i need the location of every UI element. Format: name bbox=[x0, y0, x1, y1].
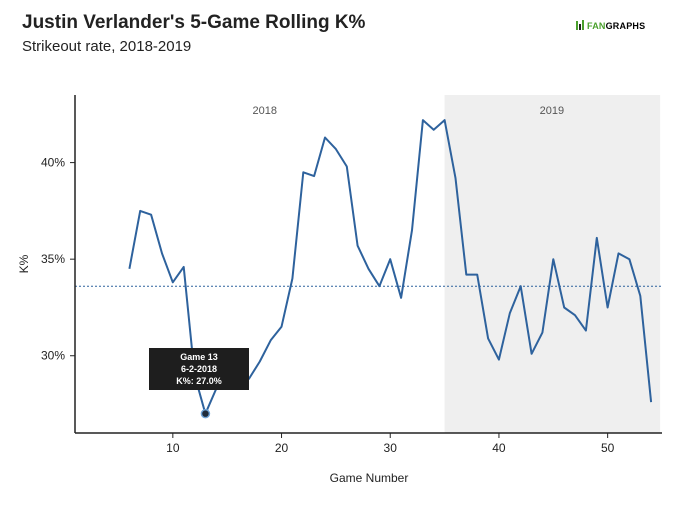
data-point[interactable] bbox=[289, 275, 295, 281]
chart-subtitle: Strikeout rate, 2018-2019 bbox=[22, 38, 192, 55]
x-tick-label: 20 bbox=[275, 441, 289, 455]
data-point[interactable] bbox=[463, 272, 469, 278]
data-point[interactable] bbox=[529, 351, 535, 357]
data-point[interactable] bbox=[137, 208, 143, 214]
x-axis-ticks: 10 20 30 40 50 bbox=[166, 433, 615, 455]
tooltip-box bbox=[149, 348, 249, 390]
highlight-tooltip: Game 13 6-2-2018 K%: 27.0% bbox=[149, 348, 249, 390]
data-point[interactable] bbox=[387, 256, 393, 262]
x-tick-label: 10 bbox=[166, 441, 180, 455]
data-point[interactable] bbox=[648, 399, 654, 405]
data-point[interactable] bbox=[148, 212, 154, 218]
data-point[interactable] bbox=[485, 335, 491, 341]
data-point[interactable] bbox=[539, 330, 545, 336]
data-point[interactable] bbox=[496, 357, 502, 363]
y-axis-label: K% bbox=[17, 254, 31, 273]
data-point[interactable] bbox=[442, 117, 448, 123]
tooltip-date: 6-2-2018 bbox=[181, 364, 217, 374]
data-point[interactable] bbox=[257, 359, 263, 365]
data-point[interactable] bbox=[474, 272, 480, 278]
data-point[interactable] bbox=[159, 250, 165, 256]
x-axis-label: Game Number bbox=[330, 471, 409, 485]
data-point[interactable] bbox=[126, 266, 132, 272]
data-point[interactable] bbox=[181, 264, 187, 270]
highlighted-data-point[interactable] bbox=[200, 408, 211, 419]
x-tick-label: 50 bbox=[601, 441, 615, 455]
tooltip-game: Game 13 bbox=[180, 352, 218, 362]
data-point[interactable] bbox=[626, 256, 632, 262]
data-point[interactable] bbox=[616, 250, 622, 256]
data-point[interactable] bbox=[376, 283, 382, 289]
data-point[interactable] bbox=[420, 117, 426, 123]
logo-text-graphs: GRAPHS bbox=[605, 20, 646, 31]
data-point[interactable] bbox=[268, 337, 274, 343]
data-point[interactable] bbox=[550, 256, 556, 262]
data-point[interactable] bbox=[572, 312, 578, 318]
data-point[interactable] bbox=[398, 295, 404, 301]
data-point[interactable] bbox=[279, 324, 285, 330]
data-point[interactable] bbox=[518, 283, 524, 289]
x-tick-label: 30 bbox=[384, 441, 398, 455]
data-point[interactable] bbox=[170, 279, 176, 285]
season-label-2019: 2019 bbox=[540, 105, 564, 117]
data-point[interactable] bbox=[452, 175, 458, 181]
y-tick-label: 30% bbox=[41, 349, 65, 363]
y-tick-label: 35% bbox=[41, 252, 65, 266]
data-point[interactable] bbox=[300, 169, 306, 175]
data-point[interactable] bbox=[431, 127, 437, 133]
y-axis-ticks: 30% 35% 40% bbox=[41, 156, 75, 363]
fangraphs-logo-icon bbox=[576, 20, 584, 30]
fangraphs-logo: FAN GRAPHS bbox=[576, 20, 645, 31]
data-point[interactable] bbox=[583, 328, 589, 334]
chart-title: Justin Verlander's 5-Game Rolling K% bbox=[22, 12, 366, 33]
data-point[interactable] bbox=[594, 235, 600, 241]
data-point[interactable] bbox=[311, 173, 317, 179]
data-point[interactable] bbox=[561, 304, 567, 310]
data-point[interactable] bbox=[507, 310, 513, 316]
data-point[interactable] bbox=[333, 146, 339, 152]
data-point[interactable] bbox=[322, 134, 328, 140]
data-point[interactable] bbox=[409, 227, 415, 233]
data-point[interactable] bbox=[344, 163, 350, 169]
data-point[interactable] bbox=[605, 304, 611, 310]
data-point[interactable] bbox=[366, 266, 372, 272]
data-point[interactable] bbox=[355, 243, 361, 249]
data-point[interactable] bbox=[637, 293, 643, 299]
season-label-2018: 2018 bbox=[253, 105, 277, 117]
y-tick-label: 40% bbox=[41, 156, 65, 170]
x-tick-label: 40 bbox=[492, 441, 506, 455]
logo-text-fan: FAN bbox=[587, 20, 606, 31]
tooltip-value: K%: 27.0% bbox=[176, 376, 222, 386]
